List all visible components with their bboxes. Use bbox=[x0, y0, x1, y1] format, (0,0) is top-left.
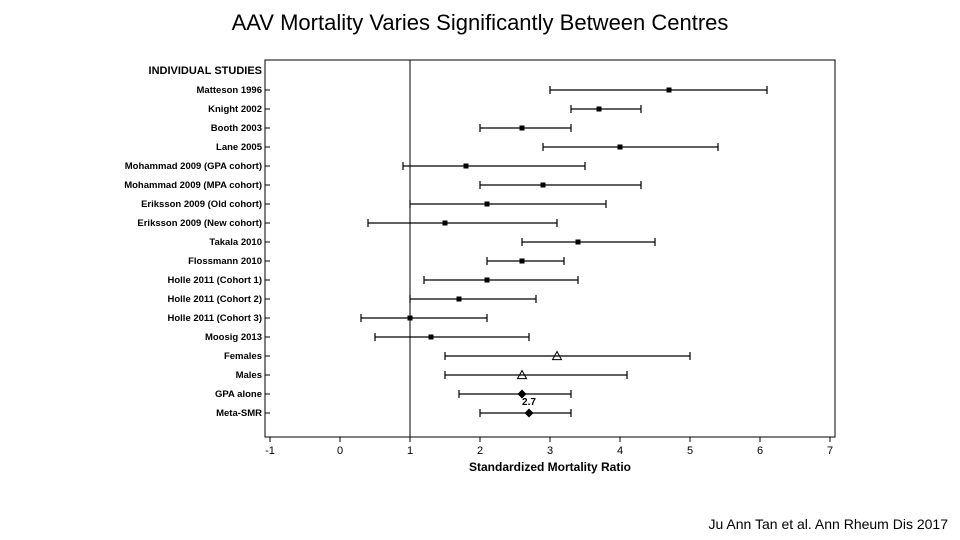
point-marker bbox=[457, 297, 462, 302]
point-marker bbox=[485, 278, 490, 283]
x-tick-label: 5 bbox=[687, 445, 693, 457]
x-tick-label: 6 bbox=[757, 445, 763, 457]
row-label: Moosig 2013 bbox=[205, 332, 262, 343]
x-tick-label: 4 bbox=[617, 445, 623, 457]
citation-text: Ju Ann Tan et al. Ann Rheum Dis 2017 bbox=[709, 516, 948, 532]
point-marker bbox=[667, 88, 672, 93]
x-axis-label: Standardized Mortality Ratio bbox=[469, 460, 631, 474]
point-marker bbox=[464, 164, 469, 169]
point-marker bbox=[576, 240, 581, 245]
section-header: INDIVIDUAL STUDIES bbox=[149, 65, 262, 77]
x-tick-label: -1 bbox=[265, 445, 275, 457]
point-marker bbox=[429, 335, 434, 340]
row-label: Meta-SMR bbox=[216, 408, 262, 419]
row-label: Males bbox=[236, 370, 262, 381]
row-label: Mohammad 2009 (MPA cohort) bbox=[124, 180, 262, 191]
point-marker bbox=[520, 126, 525, 131]
x-tick-label: 1 bbox=[407, 445, 413, 457]
row-label: Holle 2011 (Cohort 3) bbox=[168, 313, 263, 324]
plot-frame bbox=[265, 60, 835, 437]
row-label: Flossmann 2010 bbox=[188, 256, 262, 267]
row-label: Booth 2003 bbox=[211, 123, 262, 134]
point-marker bbox=[597, 107, 602, 112]
point-marker bbox=[443, 221, 448, 226]
row-label: Lane 2005 bbox=[216, 142, 263, 153]
forest-plot: INDIVIDUAL STUDIES Matteson 1996 Knight 20… bbox=[100, 50, 860, 500]
meta-smr-value: 2.7 bbox=[522, 397, 536, 408]
point-marker bbox=[541, 183, 546, 188]
page-title: AAV Mortality Varies Significantly Betwe… bbox=[0, 10, 960, 36]
point-marker bbox=[520, 259, 525, 264]
row-label: Mohammad 2009 (GPA cohort) bbox=[125, 161, 262, 172]
row-label: Holle 2011 (Cohort 1) bbox=[168, 275, 263, 286]
x-tick-label: 2 bbox=[477, 445, 483, 457]
point-marker bbox=[408, 316, 413, 321]
x-tick-label: 0 bbox=[337, 445, 343, 457]
x-tick-label: 3 bbox=[547, 445, 553, 457]
forest-svg: INDIVIDUAL STUDIES Matteson 1996 Knight 20… bbox=[100, 50, 860, 500]
point-marker bbox=[525, 409, 534, 418]
row-label: Knight 2002 bbox=[208, 104, 262, 115]
point-marker bbox=[485, 202, 490, 207]
row-label: Holle 2011 (Cohort 2) bbox=[168, 294, 263, 305]
row-label: Eriksson 2009 (New cohort) bbox=[137, 218, 262, 229]
x-tick-label: 7 bbox=[827, 445, 833, 457]
point-marker bbox=[618, 145, 623, 150]
row-label: Takala 2010 bbox=[209, 237, 262, 248]
row-label: Eriksson 2009 (Old cohort) bbox=[141, 199, 262, 210]
row-label: Females bbox=[224, 351, 262, 362]
row-label: Matteson 1996 bbox=[197, 85, 262, 96]
row-label: GPA alone bbox=[215, 389, 262, 400]
